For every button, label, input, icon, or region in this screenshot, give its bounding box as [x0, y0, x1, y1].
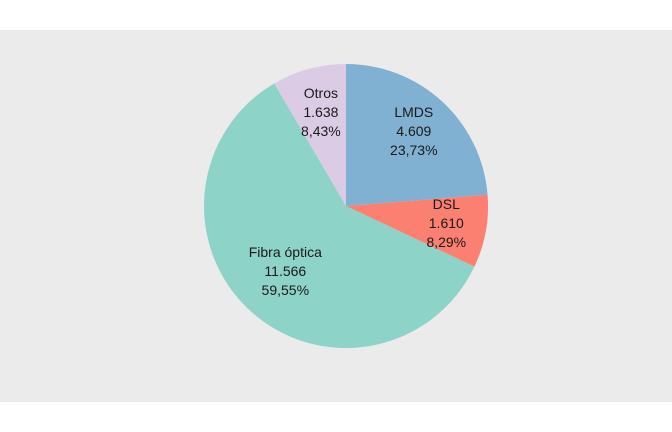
pie-slice-fibra-optica: [203, 83, 475, 349]
slice-label-percent-dsl: 8,29%: [426, 234, 466, 250]
slice-label-value-dsl: 1.610: [429, 215, 464, 231]
pie-slice-dsl: [346, 194, 489, 267]
slice-label-name-dsl: DSL: [433, 196, 460, 212]
slice-labels: LMDS 4.609 23,73% DSL 1.610 8,29% Fibra óptica…: [249, 85, 466, 298]
pie-slice-otros: [274, 64, 346, 206]
slice-label-name-otros: Otros: [304, 85, 338, 101]
slice-label-value-fibra-optica: 11.566: [264, 263, 306, 279]
slice-label-value-lmds: 4.609: [396, 123, 431, 139]
slice-label-percent-lmds: 23,73%: [390, 142, 437, 158]
slice-label-name-fibra-optica: Fibra óptica: [249, 244, 322, 260]
pie-slice-lmds: [346, 64, 488, 206]
slice-label-name-lmds: LMDS: [394, 104, 433, 120]
slice-label-percent-otros: 8,43%: [301, 123, 341, 139]
slice-label-value-otros: 1.638: [303, 104, 338, 120]
pie-slices: [203, 64, 489, 349]
slice-label-percent-fibra-optica: 59,55%: [262, 282, 309, 298]
